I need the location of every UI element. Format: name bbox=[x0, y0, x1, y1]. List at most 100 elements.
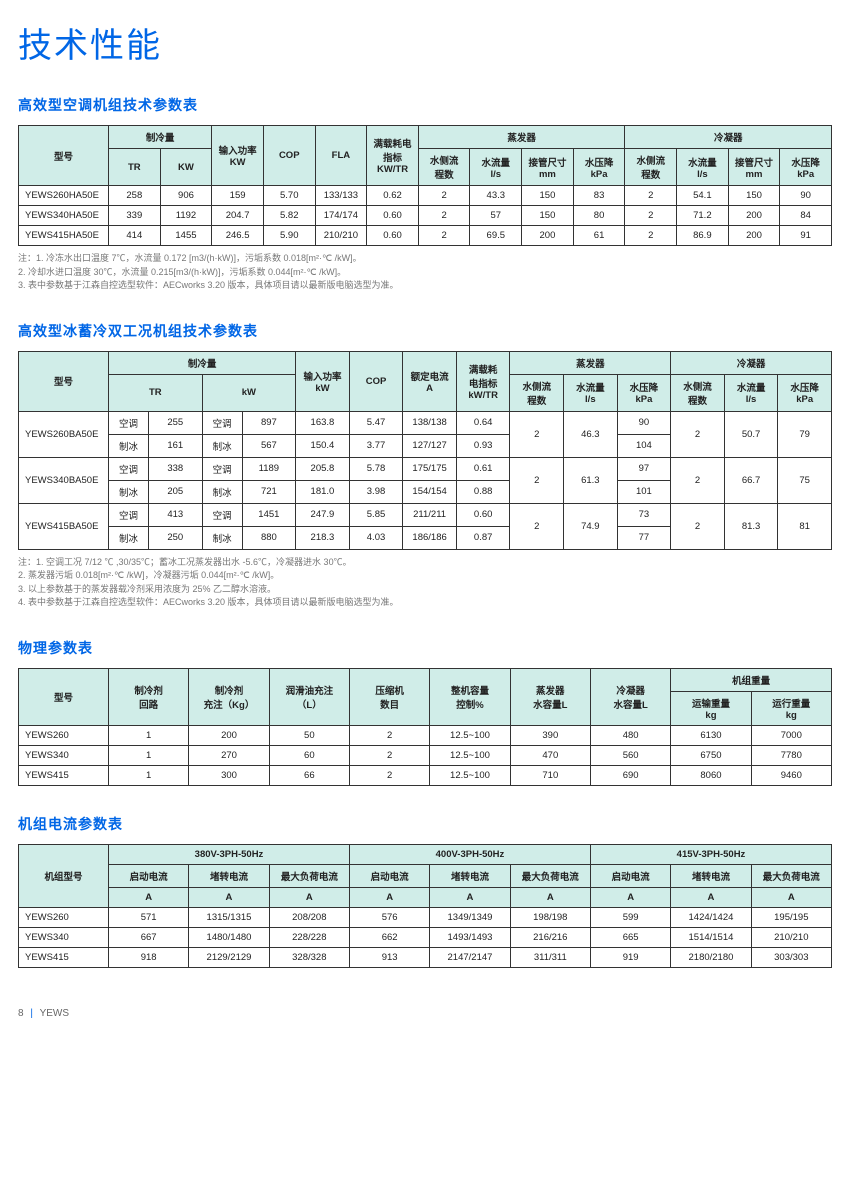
th: kW bbox=[202, 374, 296, 411]
table-cell: 60 bbox=[269, 745, 349, 765]
table-cell: 6750 bbox=[671, 745, 751, 765]
table3: 型号 制冷剂回路 制冷剂充注（Kg） 润滑油充注（L） 压缩机数目 整机容量控制… bbox=[18, 668, 832, 786]
th: 415V-3PH-50Hz bbox=[590, 844, 831, 864]
table-cell: 制冰 bbox=[109, 480, 149, 503]
footer-page: 8 bbox=[18, 1008, 24, 1019]
table-cell: 空调 bbox=[202, 503, 242, 526]
th: 额定电流A bbox=[403, 351, 457, 411]
table-cell: 1455 bbox=[160, 226, 212, 246]
table-cell: 3.98 bbox=[349, 480, 403, 503]
section2-title: 高效型冰蓄冷双工况机组技术参数表 bbox=[18, 321, 832, 341]
table-cell: 228/228 bbox=[269, 927, 349, 947]
table-cell: 470 bbox=[510, 745, 590, 765]
table-cell: 2 bbox=[510, 503, 564, 549]
table-cell: 208/208 bbox=[269, 907, 349, 927]
table-cell: 2 bbox=[625, 186, 677, 206]
table-cell: 9460 bbox=[751, 765, 831, 785]
table-cell: 919 bbox=[590, 947, 670, 967]
table-cell: 91 bbox=[780, 226, 832, 246]
th: 冷凝器水容量L bbox=[590, 668, 670, 725]
th: 水流量l/s bbox=[677, 149, 729, 186]
table-cell: 12.5~100 bbox=[430, 745, 510, 765]
th: A bbox=[269, 887, 349, 907]
table-cell: 1192 bbox=[160, 206, 212, 226]
table-cell: 210/210 bbox=[315, 226, 367, 246]
table-cell: 210/210 bbox=[751, 927, 831, 947]
table-cell: 2 bbox=[671, 457, 725, 503]
section3-title: 物理参数表 bbox=[18, 638, 832, 658]
table-cell: 83 bbox=[573, 186, 625, 206]
th-cop: COP bbox=[263, 126, 315, 186]
table-cell: 567 bbox=[242, 434, 296, 457]
table-cell: 1514/1514 bbox=[671, 927, 751, 947]
section1-notes: 注：1. 冷冻水出口温度 7℃，水流量 0.172 [m3/(h·kW)]，污垢… bbox=[18, 252, 832, 293]
table-cell: 104 bbox=[617, 434, 671, 457]
table-cell: 12.5~100 bbox=[430, 725, 510, 745]
table-cell: 200 bbox=[522, 226, 574, 246]
table-cell: 制冰 bbox=[202, 434, 242, 457]
th: TR bbox=[109, 374, 203, 411]
th: 380V-3PH-50Hz bbox=[109, 844, 350, 864]
th: 水侧流程数 bbox=[510, 374, 564, 411]
table-cell: 制冰 bbox=[109, 526, 149, 549]
table-cell: 空调 bbox=[109, 457, 149, 480]
th: 整机容量控制% bbox=[430, 668, 510, 725]
table-cell: 7780 bbox=[751, 745, 831, 765]
table4: 机组型号 380V-3PH-50Hz 400V-3PH-50Hz 415V-3P… bbox=[18, 844, 832, 968]
table-cell: 5.47 bbox=[349, 411, 403, 434]
table-cell: 662 bbox=[349, 927, 429, 947]
table-cell: 560 bbox=[590, 745, 670, 765]
table-cell: 665 bbox=[590, 927, 670, 947]
table-cell: 247.9 bbox=[296, 503, 350, 526]
table-cell: 163.8 bbox=[296, 411, 350, 434]
table-cell: 2 bbox=[625, 226, 677, 246]
table-cell: 74.9 bbox=[564, 503, 618, 549]
table-cell: 61.3 bbox=[564, 457, 618, 503]
table-cell: 81 bbox=[778, 503, 832, 549]
table-cell: 0.88 bbox=[456, 480, 510, 503]
th: 制冷剂充注（Kg） bbox=[189, 668, 269, 725]
table-cell: 204.7 bbox=[212, 206, 264, 226]
th: 输入功率kW bbox=[296, 351, 350, 411]
table-cell: 90 bbox=[617, 411, 671, 434]
table-cell: 2 bbox=[671, 503, 725, 549]
table-cell: 1 bbox=[109, 745, 189, 765]
table-cell: 599 bbox=[590, 907, 670, 927]
th: 润滑油充注（L） bbox=[269, 668, 349, 725]
table-cell: 338 bbox=[149, 457, 203, 480]
table-cell: 7000 bbox=[751, 725, 831, 745]
table-cell: 空调 bbox=[109, 503, 149, 526]
th: 接管尺寸mm bbox=[522, 149, 574, 186]
table-cell: 54.1 bbox=[677, 186, 729, 206]
table-cell: 84 bbox=[780, 206, 832, 226]
table-cell: 127/127 bbox=[403, 434, 457, 457]
th: 最大负荷电流 bbox=[510, 864, 590, 887]
th: 最大负荷电流 bbox=[269, 864, 349, 887]
table-cell: 710 bbox=[510, 765, 590, 785]
table-cell: 2 bbox=[418, 186, 470, 206]
page-title: 技术性能 bbox=[18, 18, 832, 67]
th: 运行重量kg bbox=[751, 691, 831, 725]
table-cell: 73 bbox=[617, 503, 671, 526]
table-cell: 918 bbox=[109, 947, 189, 967]
th: 400V-3PH-50Hz bbox=[349, 844, 590, 864]
table-cell: 150.4 bbox=[296, 434, 350, 457]
table-cell: 897 bbox=[242, 411, 296, 434]
th: 接管尺寸mm bbox=[728, 149, 780, 186]
th: 堵转电流 bbox=[189, 864, 269, 887]
th-fla: FLA bbox=[315, 126, 367, 186]
section2-notes: 注：1. 空调工况 7/12 ℃ ,30/35℃；蓄冰工况蒸发器出水 -5.6℃… bbox=[18, 556, 832, 610]
th: COP bbox=[349, 351, 403, 411]
th-evap: 蒸发器 bbox=[418, 126, 625, 149]
table-cell: YEWS340BA50E bbox=[19, 457, 109, 503]
th: A bbox=[590, 887, 670, 907]
th: A bbox=[430, 887, 510, 907]
table-cell: 空调 bbox=[109, 411, 149, 434]
table-cell: 2 bbox=[349, 745, 429, 765]
footer-divider: | bbox=[30, 1008, 33, 1019]
table-cell: 43.3 bbox=[470, 186, 522, 206]
table-cell: 77 bbox=[617, 526, 671, 549]
table-cell: 5.70 bbox=[263, 186, 315, 206]
table-cell: 66 bbox=[269, 765, 349, 785]
table-cell: 150 bbox=[728, 186, 780, 206]
